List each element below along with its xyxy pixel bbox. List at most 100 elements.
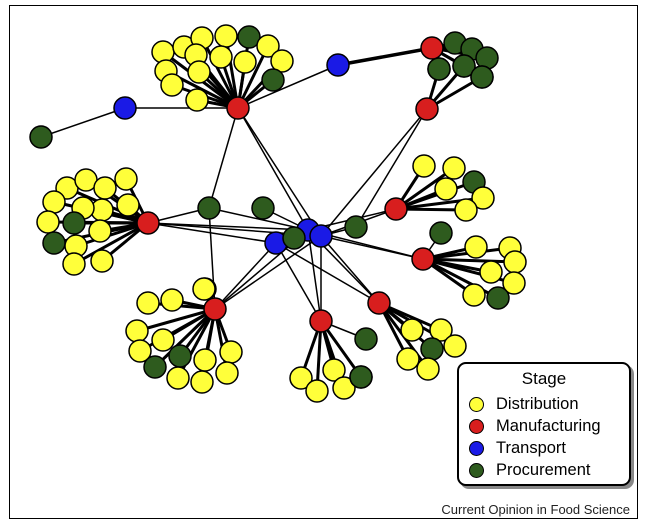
node-distribution [193, 348, 217, 372]
node-distribution [502, 271, 526, 295]
node-distribution [114, 167, 138, 191]
edge [337, 46, 433, 67]
edge [208, 107, 239, 209]
node-procurement [486, 286, 510, 310]
node-distribution [503, 250, 527, 274]
figure-frame [9, 5, 638, 519]
edge [147, 222, 277, 244]
node-distribution [62, 252, 86, 276]
node-procurement [237, 25, 261, 49]
node-procurement [470, 65, 494, 89]
node-procurement [344, 215, 368, 239]
node-distribution [442, 156, 466, 180]
node-distribution [160, 288, 184, 312]
legend-label: Manufacturing [496, 416, 601, 435]
node-manufacturing [367, 291, 391, 315]
node-transport [326, 53, 350, 77]
edge [355, 108, 428, 228]
node-transport [309, 224, 333, 248]
nodes [29, 24, 527, 403]
node-distribution [396, 347, 420, 371]
node-distribution [322, 358, 346, 382]
legend-title: Stage [521, 369, 567, 388]
node-distribution [160, 73, 184, 97]
edge [214, 235, 322, 310]
legend: Stage Distribution Manufacturing Transpo… [457, 362, 631, 486]
node-manufacturing [420, 36, 444, 60]
node-procurement [429, 221, 453, 245]
edge [73, 221, 149, 266]
node-distribution [90, 249, 114, 273]
edge [237, 64, 339, 109]
node-distribution [93, 176, 117, 200]
node-distribution [187, 60, 211, 84]
node-distribution [209, 45, 233, 69]
legend-item-transport: Transport [469, 437, 566, 459]
node-distribution [429, 318, 453, 342]
node-procurement [42, 231, 66, 255]
node-manufacturing [136, 211, 160, 235]
legend-label: Transport [496, 438, 566, 457]
node-distribution [479, 260, 503, 284]
edge [208, 207, 309, 231]
node-distribution [219, 340, 243, 364]
edge [395, 166, 455, 211]
edge [275, 242, 322, 322]
node-distribution [136, 291, 160, 315]
node-distribution [233, 50, 257, 74]
edge [136, 307, 216, 333]
legend-label: Procurement [496, 460, 591, 479]
node-distribution [214, 24, 238, 48]
node-procurement [62, 211, 86, 235]
figure-caption: Current Opinion in Food Science [441, 502, 630, 517]
legend-swatch-procurement [469, 462, 484, 478]
legend-item-distribution: Distribution [469, 393, 579, 415]
node-distribution [185, 88, 209, 112]
edge [320, 235, 424, 260]
edge [422, 257, 499, 300]
node-distribution [42, 190, 66, 214]
node-distribution [462, 283, 486, 307]
legend-swatch-manufacturing [469, 418, 484, 434]
edge [153, 307, 217, 369]
node-distribution [454, 198, 478, 222]
node-distribution [305, 379, 329, 403]
node-distribution [125, 319, 149, 343]
edge [75, 221, 149, 248]
node-procurement [261, 68, 285, 92]
edge [320, 108, 428, 237]
node-procurement [349, 365, 373, 389]
edge [200, 37, 240, 109]
node-procurement [197, 196, 221, 220]
node-manufacturing [411, 247, 435, 271]
node-distribution [289, 366, 313, 390]
node-manufacturing [384, 197, 408, 221]
node-manufacturing [415, 97, 439, 121]
node-procurement [143, 355, 167, 379]
edge [147, 222, 309, 231]
legend-item-manufacturing: Manufacturing [469, 415, 601, 437]
node-distribution [190, 370, 214, 394]
node-procurement [427, 57, 451, 81]
node-distribution [88, 219, 112, 243]
legend-label: Distribution [496, 394, 579, 413]
node-distribution [116, 193, 140, 217]
node-distribution [166, 366, 190, 390]
node-procurement [354, 327, 378, 351]
node-distribution [192, 277, 216, 301]
node-procurement [420, 337, 444, 361]
node-manufacturing [309, 309, 333, 333]
node-distribution [400, 318, 424, 342]
node-distribution [434, 177, 458, 201]
edge [214, 242, 277, 310]
node-procurement [251, 196, 275, 220]
edge [237, 107, 322, 237]
node-manufacturing [226, 96, 250, 120]
edge [422, 257, 516, 264]
edge [320, 235, 380, 304]
node-distribution [36, 210, 60, 234]
legend-item-procurement: Procurement [469, 459, 590, 481]
node-distribution [256, 34, 280, 58]
node-distribution [471, 186, 495, 210]
